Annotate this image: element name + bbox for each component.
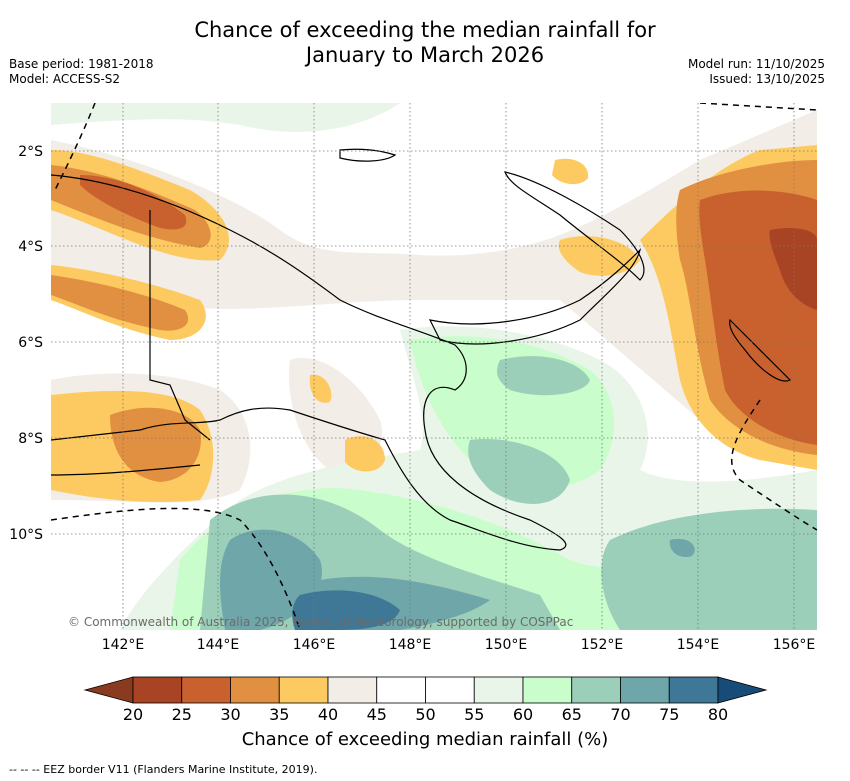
colorbar-cell-75-80 bbox=[668, 676, 719, 704]
zone-35-40-central bbox=[309, 374, 332, 403]
lon-label-154e: 154°E bbox=[677, 637, 720, 653]
lat-label-8s: 8°S bbox=[18, 431, 43, 447]
colorbar-cell-30-35 bbox=[230, 676, 280, 704]
colorbar-tick-55: 55 bbox=[464, 705, 484, 724]
eez-borders bbox=[51, 103, 817, 630]
colorbar-cell-65-70 bbox=[571, 676, 621, 704]
title-line-2: January to March 2026 bbox=[305, 43, 545, 67]
colorbar-cell-40-45 bbox=[327, 676, 378, 704]
colorbar: 20 25 30 35 40 45 50 55 60 65 70 75 80 bbox=[83, 676, 768, 724]
eez-line-northwest bbox=[54, 103, 96, 191]
lon-label-150e: 150°E bbox=[485, 637, 528, 653]
lat-label-10s: 10°S bbox=[9, 527, 43, 543]
lon-label-148e: 148°E bbox=[389, 637, 432, 653]
eez-line-south bbox=[51, 507, 301, 630]
colorbar-tick-70: 70 bbox=[610, 705, 630, 724]
zone-65-70-east bbox=[601, 508, 817, 630]
eez-line-northeast bbox=[699, 103, 817, 111]
base-period: Base period: 1981-2018 bbox=[9, 57, 154, 71]
zone-35-40-gulf bbox=[345, 436, 385, 472]
model-run: Model run: 11/10/2025 bbox=[687, 57, 825, 71]
lon-label-146e: 146°E bbox=[293, 637, 336, 653]
colorbar-tick-65: 65 bbox=[562, 705, 582, 724]
colorbar-ticks: 20 25 30 35 40 45 50 55 60 65 70 75 80 bbox=[123, 705, 728, 724]
colorbar-cell-50-55 bbox=[425, 676, 475, 704]
new-britain-coast bbox=[428, 248, 642, 345]
lon-label-152e: 152°E bbox=[581, 637, 624, 653]
colorbar-cell-20-25 bbox=[132, 676, 183, 704]
zone-25-30-north bbox=[80, 175, 187, 230]
colorbar-over-arrow bbox=[717, 676, 768, 704]
colorbar-cell-25-30 bbox=[181, 676, 231, 704]
manus-coast bbox=[339, 148, 397, 162]
colorbar-cells bbox=[132, 676, 719, 704]
torres-coast bbox=[51, 464, 201, 476]
colorbar-tick-75: 75 bbox=[659, 705, 679, 724]
meta-left: Base period: 1981-2018 Model: ACCESS-S2 bbox=[9, 57, 154, 87]
colorbar-tick-50: 50 bbox=[415, 705, 435, 724]
colorbar-tick-80: 80 bbox=[708, 705, 728, 724]
new-guinea-coast bbox=[51, 174, 567, 551]
png-border bbox=[149, 210, 211, 441]
zone-75-80 bbox=[292, 590, 400, 630]
title-line-1: Chance of exceeding the median rainfall … bbox=[194, 18, 656, 42]
eez-line-east bbox=[731, 399, 817, 531]
colorbar-tick-35: 35 bbox=[269, 705, 289, 724]
colorbar-tick-60: 60 bbox=[513, 705, 533, 724]
zone-35-40-manus bbox=[552, 158, 589, 185]
colorbar-tick-25: 25 bbox=[172, 705, 192, 724]
colorbar-tick-40: 40 bbox=[318, 705, 338, 724]
lon-labels: 142°E 144°E 146°E 148°E 150°E 152°E 154°… bbox=[102, 637, 816, 653]
lat-label-6s: 6°S bbox=[18, 335, 43, 351]
model-name: Model: ACCESS-S2 bbox=[9, 72, 121, 86]
colorbar-cell-35-40 bbox=[278, 676, 329, 704]
colorbar-cell-55-60 bbox=[473, 676, 524, 704]
zone-65-70-solomon bbox=[468, 439, 570, 504]
lon-label-144e: 144°E bbox=[197, 637, 240, 653]
zone-55-60-north bbox=[51, 103, 400, 132]
colorbar-tick-45: 45 bbox=[367, 705, 387, 724]
lat-labels: 2°S 4°S 6°S 8°S 10°S bbox=[9, 144, 43, 543]
zone-70-75-east bbox=[669, 538, 695, 558]
eez-legend-note: -- -- -- EEZ border V11 (Flanders Marine… bbox=[9, 763, 318, 776]
chart-title: Chance of exceeding the median rainfall … bbox=[0, 18, 850, 68]
zone-65-70-bismarck bbox=[497, 356, 590, 396]
lat-label-2s: 2°S bbox=[18, 144, 43, 160]
colorbar-cell-70-75 bbox=[620, 676, 670, 704]
copyright-notice: © Commonwealth of Australia 2025, Bureau… bbox=[68, 615, 573, 629]
meta-right: Model run: 11/10/2025 Issued: 13/10/2025 bbox=[688, 57, 825, 87]
colorbar-tick-30: 30 bbox=[220, 705, 240, 724]
new-ireland-coast bbox=[504, 171, 645, 281]
lat-label-4s: 4°S bbox=[18, 239, 43, 255]
zone-20-25-east bbox=[769, 228, 817, 310]
lon-label-156e: 156°E bbox=[773, 637, 816, 653]
zone-40-45 bbox=[51, 110, 817, 420]
colorbar-tick-20: 20 bbox=[123, 705, 143, 724]
solomon-coast bbox=[729, 318, 792, 382]
lon-label-142e: 142°E bbox=[102, 637, 145, 653]
map-area: © Commonwealth of Australia 2025, Bureau… bbox=[51, 103, 817, 630]
issued-date: Issued: 13/10/2025 bbox=[709, 72, 825, 86]
colorbar-cell-60-65 bbox=[522, 676, 573, 704]
zone-30-35-fly bbox=[51, 275, 189, 331]
colorbar-cell-45-50 bbox=[376, 676, 426, 704]
colorbar-under-arrow bbox=[83, 676, 134, 704]
colorbar-label: Chance of exceeding median rainfall (%) bbox=[241, 729, 609, 750]
coastlines bbox=[51, 148, 792, 551]
zone-30-35-torres bbox=[110, 407, 201, 482]
